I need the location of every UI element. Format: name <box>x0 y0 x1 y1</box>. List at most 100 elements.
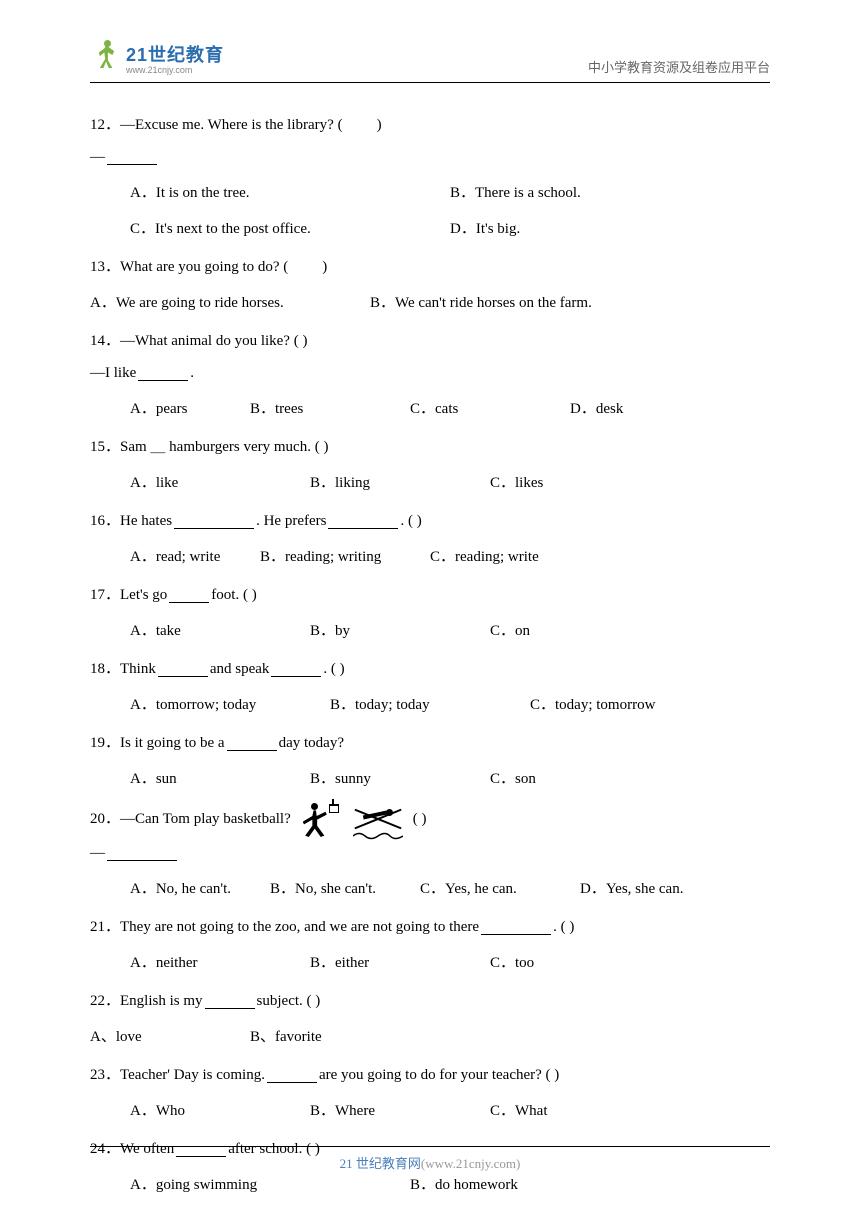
q-number: 22． <box>90 983 120 1019</box>
option-a[interactable]: A．We are going to ride horses. <box>90 285 370 321</box>
q-number: 16． <box>90 503 120 539</box>
logo: 21世纪教育 www.21cnjy.com <box>90 40 224 76</box>
question-images <box>297 799 407 839</box>
q-number: 23． <box>90 1057 120 1093</box>
q-text: and speak <box>210 651 270 687</box>
q-number: 18． <box>90 651 120 687</box>
page-footer: 21 世纪教育网(www.21cnjy.com) <box>90 1146 770 1172</box>
option-c[interactable]: C．Yes, he can. <box>420 871 580 907</box>
q-text: Let's go <box>120 577 167 613</box>
option-a[interactable]: A．pears <box>130 391 250 427</box>
answer-blank[interactable] <box>174 514 254 529</box>
answer-blank[interactable] <box>158 662 208 677</box>
option-c[interactable]: C．today; tomorrow <box>530 687 730 723</box>
q-text: Is it going to be a <box>120 725 225 761</box>
question-13: 13． What are you going to do? ( ) A．We a… <box>90 249 770 321</box>
logo-text-cn: 21世纪教育 <box>126 45 224 65</box>
option-a[interactable]: A．going swimming <box>130 1167 410 1203</box>
question-16: 16． He hates . He prefers . ( ) A．read; … <box>90 503 770 575</box>
logo-icon <box>90 40 122 76</box>
q-text: —Excuse me. Where is the library? ( <box>120 107 343 143</box>
option-a[interactable]: A．neither <box>130 945 310 981</box>
option-b[interactable]: B．trees <box>250 391 410 427</box>
option-b[interactable]: B．reading; writing <box>260 539 430 575</box>
q-text: English is my <box>120 983 203 1019</box>
option-c[interactable]: C．too <box>490 945 670 981</box>
question-21: 21． They are not going to the zoo, and w… <box>90 909 770 981</box>
question-18: 18． Think and speak . ( ) A．tomorrow; to… <box>90 651 770 723</box>
answer-blank[interactable] <box>107 150 157 165</box>
answer-blank[interactable] <box>205 994 255 1009</box>
answer-blank[interactable] <box>169 588 209 603</box>
q-text: ) <box>377 107 382 143</box>
q-number: 17． <box>90 577 120 613</box>
answer-dash: —I like <box>90 355 136 391</box>
q-text: day today? <box>279 725 344 761</box>
option-b[interactable]: B．There is a school. <box>450 175 770 211</box>
q-text: are you going to do for your teacher? ( … <box>319 1057 559 1093</box>
option-c[interactable]: C．What <box>490 1093 670 1129</box>
exam-content: 12． —Excuse me. Where is the library? ( … <box>0 83 860 1203</box>
option-b[interactable]: B．No, she can't. <box>270 871 420 907</box>
question-20: 20． —Can Tom play basketball? ( ) — <box>90 799 770 907</box>
q-text: . He prefers <box>256 503 326 539</box>
question-15: 15． Sam ＿ hamburgers very much. ( ) A．li… <box>90 429 770 501</box>
question-22: 22． English is my subject. ( ) A、love B、… <box>90 983 770 1055</box>
option-a[interactable]: A．Who <box>130 1093 310 1129</box>
option-a[interactable]: A．like <box>130 465 310 501</box>
option-a[interactable]: A．take <box>130 613 310 649</box>
q-text: . ( ) <box>323 651 344 687</box>
header-subtitle: 中小学教育资源及组卷应用平台 <box>588 57 770 76</box>
option-c[interactable]: C．reading; write <box>430 539 539 575</box>
question-17: 17． Let's go foot. ( ) A．take B．by C．on <box>90 577 770 649</box>
option-c[interactable]: C．cats <box>410 391 570 427</box>
option-c[interactable]: C．It's next to the post office. <box>130 211 450 247</box>
q-text: . ( ) <box>553 909 574 945</box>
answer-blank[interactable] <box>138 366 188 381</box>
option-c[interactable]: C．on <box>490 613 670 649</box>
answer-blank[interactable] <box>107 846 177 861</box>
q-text: —What animal do you like? ( ) <box>120 323 307 359</box>
q-text: foot. ( ) <box>211 577 256 613</box>
option-c[interactable]: C．son <box>490 761 670 797</box>
q-text: . <box>190 355 194 391</box>
option-b[interactable]: B．We can't ride horses on the farm. <box>370 285 592 321</box>
option-b[interactable]: B、favorite <box>250 1019 322 1055</box>
footer-text: 21 世纪教育网 <box>340 1156 421 1171</box>
basketball-icon <box>297 799 341 839</box>
answer-blank[interactable] <box>481 920 551 935</box>
option-b[interactable]: B．liking <box>310 465 490 501</box>
option-a[interactable]: A．It is on the tree. <box>130 175 450 211</box>
q-number: 12． <box>90 107 120 143</box>
option-b[interactable]: B．either <box>310 945 490 981</box>
option-d[interactable]: D．Yes, she can. <box>580 871 750 907</box>
option-b[interactable]: B．by <box>310 613 490 649</box>
answer-blank[interactable] <box>267 1068 317 1083</box>
answer-blank[interactable] <box>328 514 398 529</box>
answer-blank[interactable] <box>227 736 277 751</box>
option-b[interactable]: B．sunny <box>310 761 490 797</box>
q-text: —Can Tom play basketball? <box>120 801 291 837</box>
footer-url: (www.21cnjy.com) <box>421 1156 520 1171</box>
option-a[interactable]: A．sun <box>130 761 310 797</box>
option-d[interactable]: D．It's big. <box>450 211 770 247</box>
option-a[interactable]: A、love <box>90 1019 250 1055</box>
question-19: 19． Is it going to be a day today? A．sun… <box>90 725 770 797</box>
q-text: He hates <box>120 503 172 539</box>
option-a[interactable]: A．No, he can't. <box>130 871 270 907</box>
option-d[interactable]: D．desk <box>570 391 730 427</box>
option-a[interactable]: A．read; write <box>130 539 260 575</box>
option-a[interactable]: A．tomorrow; today <box>130 687 330 723</box>
option-b[interactable]: B．do homework <box>410 1167 730 1203</box>
q-number: 15． <box>90 429 120 465</box>
option-b[interactable]: B．Where <box>310 1093 490 1129</box>
option-b[interactable]: B．today; today <box>330 687 530 723</box>
q-number: 13． <box>90 249 120 285</box>
option-c[interactable]: C．likes <box>490 465 670 501</box>
answer-blank[interactable] <box>271 662 321 677</box>
q-number: 14． <box>90 323 120 359</box>
q-text: They are not going to the zoo, and we ar… <box>120 909 479 945</box>
q-number: 20． <box>90 801 120 837</box>
q-text: Sam ＿ hamburgers very much. ( ) <box>120 429 328 465</box>
q-number: 21． <box>90 909 120 945</box>
